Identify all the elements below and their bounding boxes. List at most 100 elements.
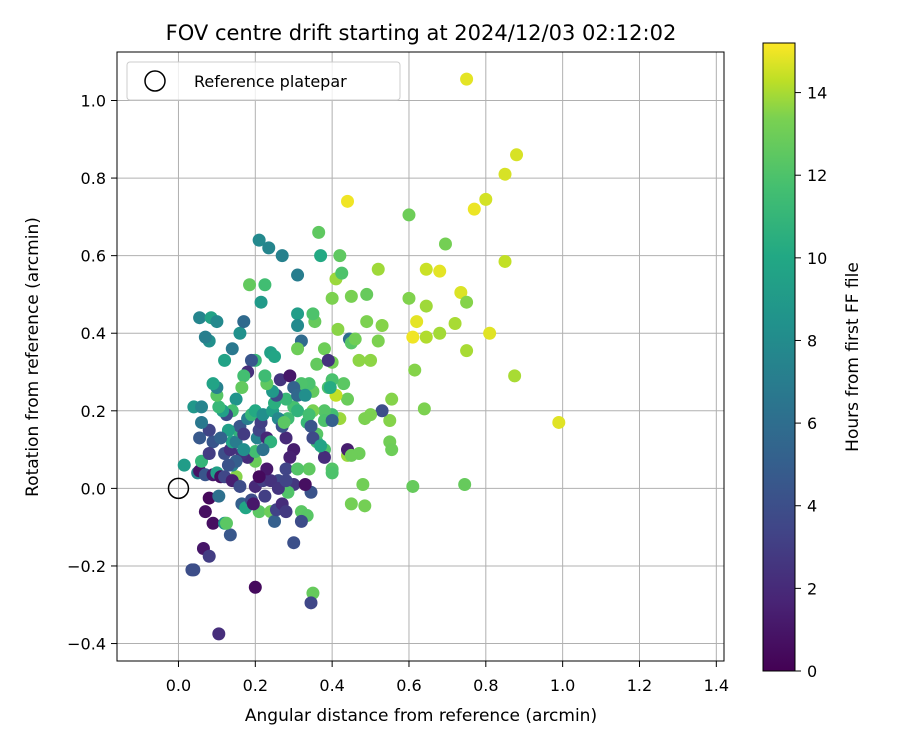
y-axis-label: Rotation from reference (arcmin) [23, 217, 43, 497]
data-point [212, 627, 226, 641]
y-tick-label: −0.4 [67, 635, 106, 654]
data-point [237, 315, 251, 329]
data-point [254, 295, 268, 309]
data-point [283, 450, 297, 464]
data-point [360, 315, 374, 329]
data-point [277, 415, 291, 429]
colorbar-gradient [762, 42, 796, 672]
data-point [219, 516, 233, 530]
colorbar-tick-label: 4 [807, 497, 817, 516]
data-point [193, 311, 207, 325]
data-point [433, 264, 447, 278]
data-point [467, 202, 481, 216]
data-point [268, 514, 282, 528]
legend-marker-reference [144, 70, 166, 92]
data-point [341, 194, 355, 208]
data-point [229, 392, 243, 406]
colorbar-tick-label: 8 [807, 331, 817, 350]
data-point [460, 344, 474, 358]
data-point [244, 353, 258, 367]
data-point [364, 353, 378, 367]
data-point [325, 291, 339, 305]
data-point [360, 287, 374, 301]
data-point [283, 369, 297, 383]
data-point [233, 326, 247, 340]
data-point [177, 458, 191, 472]
x-tick-label: 0.0 [166, 676, 191, 695]
data-point [337, 377, 351, 391]
data-point [375, 318, 389, 332]
legend-box [126, 61, 401, 101]
data-point [344, 497, 358, 511]
data-point [552, 415, 566, 429]
data-point [258, 489, 272, 503]
data-point [314, 249, 328, 263]
colorbar-tick-label: 10 [807, 249, 827, 268]
data-point [438, 237, 452, 251]
grid [117, 52, 724, 661]
colorbar-tick-label: 6 [807, 414, 817, 433]
data-point [212, 489, 226, 503]
data-point [252, 470, 266, 484]
scatter-points [177, 72, 566, 641]
data-point [358, 412, 372, 426]
data-point [225, 342, 239, 356]
legend-label-reference: Reference platepar [194, 72, 347, 91]
data-point [498, 254, 512, 268]
data-point [233, 479, 247, 493]
x-tick-label: 1.2 [627, 676, 652, 695]
x-tick-label: 0.2 [243, 676, 268, 695]
data-point [287, 536, 301, 550]
colorbar-tick-label: 0 [807, 662, 817, 681]
data-point [325, 466, 339, 480]
x-tick-label: 1.0 [550, 676, 575, 695]
data-point [402, 208, 416, 222]
data-point [333, 249, 347, 263]
data-point [248, 580, 262, 594]
data-point [214, 431, 228, 445]
data-point [460, 72, 474, 86]
data-point [312, 225, 326, 239]
data-point [246, 497, 260, 511]
data-point [385, 392, 399, 406]
data-point [302, 408, 316, 422]
data-point [252, 233, 266, 247]
colorbar-ticks: 0 2 4 6 8 10 12 14 [795, 84, 827, 681]
data-point [218, 353, 232, 367]
data-point [344, 448, 358, 462]
data-point [262, 241, 276, 255]
data-point [294, 514, 308, 528]
y-axis: −0.4 −0.2 0.0 0.2 0.4 0.6 0.8 1.0 [67, 91, 117, 654]
colorbar-tick-label: 12 [807, 166, 827, 185]
data-point [235, 381, 249, 395]
x-tick-label: 0.8 [473, 676, 498, 695]
data-point [306, 307, 320, 321]
x-tick-label: 0.4 [319, 676, 344, 695]
colorbar-tick-label: 14 [807, 84, 827, 103]
data-point [454, 285, 468, 299]
data-point [460, 295, 474, 309]
data-point [198, 330, 212, 344]
data-point [510, 148, 524, 162]
data-point [406, 330, 420, 344]
x-axis-label: Angular distance from reference (arcmin) [245, 706, 597, 726]
data-point [317, 404, 331, 418]
data-point [408, 363, 422, 377]
data-point [258, 369, 272, 383]
colorbar: 0 2 4 6 8 10 12 14 Hours from first FF file [762, 42, 863, 681]
x-axis: 0.0 0.2 0.4 0.6 0.8 1.0 1.2 1.4 [166, 661, 729, 695]
data-point [291, 318, 305, 332]
data-point [358, 499, 372, 513]
data-point [417, 402, 431, 416]
data-point [195, 415, 209, 429]
data-point [314, 439, 328, 453]
data-point [210, 315, 224, 329]
chart-title: FOV centre drift starting at 2024/12/03 … [166, 21, 677, 45]
data-point [291, 462, 305, 476]
data-point [202, 549, 216, 563]
data-point [498, 167, 512, 181]
data-point [206, 377, 220, 391]
data-point [458, 478, 472, 492]
y-tick-label: 0.0 [81, 479, 106, 498]
